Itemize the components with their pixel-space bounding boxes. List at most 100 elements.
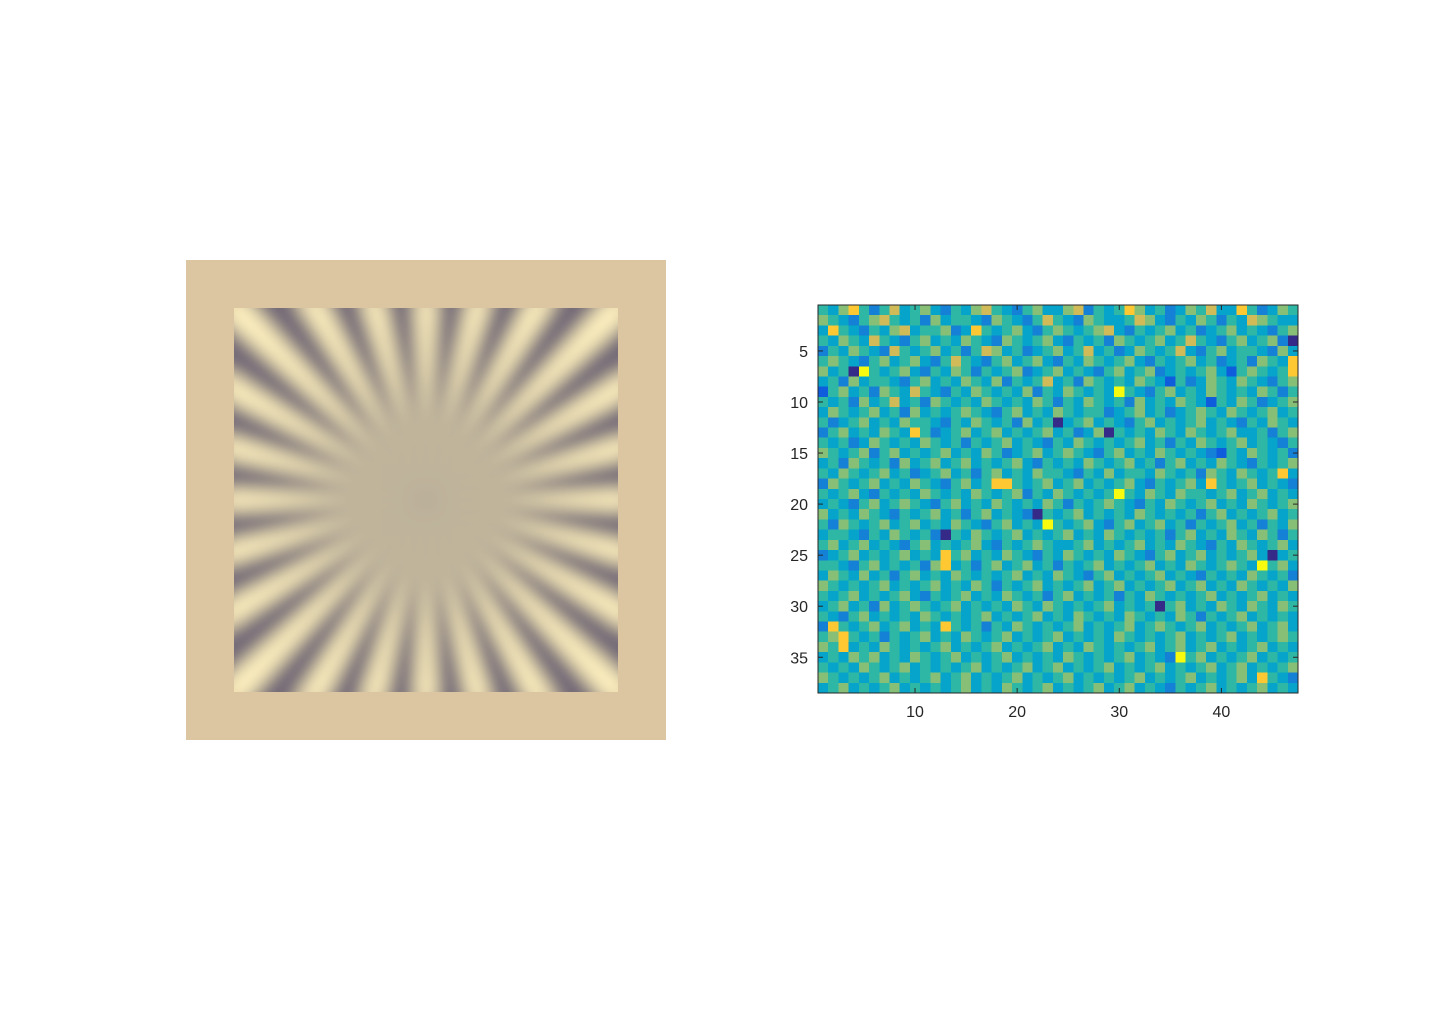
heatmap-cell bbox=[1226, 539, 1238, 551]
heatmap-cell bbox=[1083, 305, 1095, 316]
heatmap-cell bbox=[1114, 315, 1125, 326]
heatmap-cell bbox=[1042, 488, 1054, 500]
heatmap-cell bbox=[991, 417, 1003, 428]
heatmap-cell bbox=[818, 682, 829, 694]
heatmap-cell bbox=[1206, 315, 1217, 326]
x-tick-label: 30 bbox=[1110, 704, 1128, 721]
heatmap-cell bbox=[1216, 366, 1227, 377]
heatmap-cell bbox=[971, 509, 982, 520]
heatmap-cell bbox=[1277, 407, 1289, 418]
heatmap-cell bbox=[1226, 621, 1238, 633]
heatmap-cell bbox=[1267, 417, 1278, 428]
heatmap-cell bbox=[1246, 427, 1258, 439]
heatmap-cell bbox=[940, 539, 952, 551]
heatmap-cell bbox=[1267, 315, 1278, 326]
heatmap-cell bbox=[1073, 325, 1084, 337]
heatmap-cell bbox=[818, 631, 829, 643]
heatmap-cell bbox=[1226, 601, 1238, 612]
heatmap-cell bbox=[1206, 560, 1217, 571]
heatmap-cell bbox=[1257, 560, 1268, 571]
heatmap-cell bbox=[1052, 652, 1064, 663]
heatmap-cell bbox=[1042, 672, 1054, 684]
heatmap-cell bbox=[1103, 621, 1115, 633]
heatmap-cell bbox=[1124, 641, 1135, 653]
heatmap-cell bbox=[1124, 662, 1135, 673]
heatmap-cell bbox=[1042, 621, 1054, 633]
heatmap-cell bbox=[1144, 509, 1156, 520]
heatmap-cell bbox=[838, 519, 850, 531]
heatmap-cell bbox=[1042, 560, 1054, 571]
heatmap-cell bbox=[1103, 427, 1115, 439]
heatmap-cell bbox=[1195, 539, 1207, 551]
heatmap-cell bbox=[920, 509, 931, 520]
heatmap-cell bbox=[971, 407, 982, 418]
heatmap-cell bbox=[1052, 366, 1064, 377]
heatmap-cell bbox=[1246, 458, 1258, 469]
heatmap-cell bbox=[899, 550, 911, 561]
heatmap-cell bbox=[1267, 580, 1278, 592]
heatmap-cell bbox=[981, 611, 993, 622]
heatmap-cell bbox=[920, 345, 931, 357]
heatmap-cell bbox=[1246, 478, 1258, 490]
heatmap-cell bbox=[981, 335, 993, 347]
heatmap-cell bbox=[1236, 590, 1248, 602]
heatmap-cell bbox=[1032, 570, 1044, 582]
heatmap-cell bbox=[858, 335, 870, 347]
heatmap-cell bbox=[930, 529, 941, 541]
heatmap-cell bbox=[1073, 315, 1084, 326]
heatmap-cell bbox=[899, 407, 911, 418]
heatmap-cell bbox=[899, 458, 911, 469]
heatmap-cell bbox=[1287, 488, 1299, 500]
heatmap-cell bbox=[1236, 499, 1248, 510]
heatmap-cell bbox=[1124, 437, 1135, 449]
heatmap-cell bbox=[828, 560, 839, 571]
heatmap-cell bbox=[828, 427, 839, 439]
heatmap-cell bbox=[1175, 529, 1187, 541]
heatmap-cell bbox=[1093, 305, 1105, 316]
heatmap-cell bbox=[1042, 519, 1054, 531]
heatmap-cell bbox=[1287, 560, 1299, 571]
heatmap-cell bbox=[920, 335, 931, 347]
heatmap-cell bbox=[838, 499, 850, 510]
heatmap-cell bbox=[1236, 437, 1248, 449]
heatmap-cell bbox=[1103, 590, 1115, 602]
heatmap-cell bbox=[1103, 366, 1115, 377]
heatmap-cell bbox=[1246, 386, 1258, 398]
heatmap-cell bbox=[1216, 519, 1227, 531]
heatmap-cell bbox=[1246, 621, 1258, 633]
heatmap-cell bbox=[971, 672, 982, 684]
heatmap-cell bbox=[1012, 529, 1023, 541]
heatmap-cell bbox=[1287, 376, 1299, 388]
heatmap-cell bbox=[1103, 539, 1115, 551]
heatmap-cell bbox=[1012, 417, 1023, 428]
heatmap-cell bbox=[981, 376, 993, 388]
heatmap-cell bbox=[1083, 417, 1095, 428]
heatmap-cell bbox=[920, 437, 931, 449]
heatmap-cell bbox=[1165, 376, 1176, 388]
heatmap-cell bbox=[1277, 468, 1289, 479]
heatmap-cell bbox=[1267, 335, 1278, 347]
heatmap-cell bbox=[1226, 499, 1238, 510]
heatmap-cell bbox=[1155, 325, 1166, 337]
heatmap-cell bbox=[1236, 478, 1248, 490]
heatmap-cell bbox=[1144, 386, 1156, 398]
heatmap-cell bbox=[1042, 335, 1054, 347]
heatmap-cell bbox=[950, 601, 962, 612]
heatmap-cell bbox=[889, 325, 901, 337]
heatmap-cell bbox=[920, 539, 931, 551]
heatmap-cell bbox=[1155, 427, 1166, 439]
star-spoke bbox=[426, 500, 466, 692]
heatmap-cell bbox=[818, 652, 829, 663]
heatmap-cell bbox=[1114, 631, 1125, 643]
heatmap-cell bbox=[1216, 570, 1227, 582]
heatmap-cell bbox=[1124, 458, 1135, 469]
heatmap-cell bbox=[960, 611, 972, 622]
heatmap-cell bbox=[899, 315, 911, 326]
heatmap-cell bbox=[1267, 560, 1278, 571]
heatmap-cell bbox=[971, 539, 982, 551]
heatmap-cell bbox=[1267, 641, 1278, 653]
heatmap-cell bbox=[1165, 447, 1176, 459]
heatmap-cell bbox=[930, 590, 941, 602]
heatmap-cell bbox=[1001, 570, 1013, 582]
heatmap-cell bbox=[1103, 315, 1115, 326]
